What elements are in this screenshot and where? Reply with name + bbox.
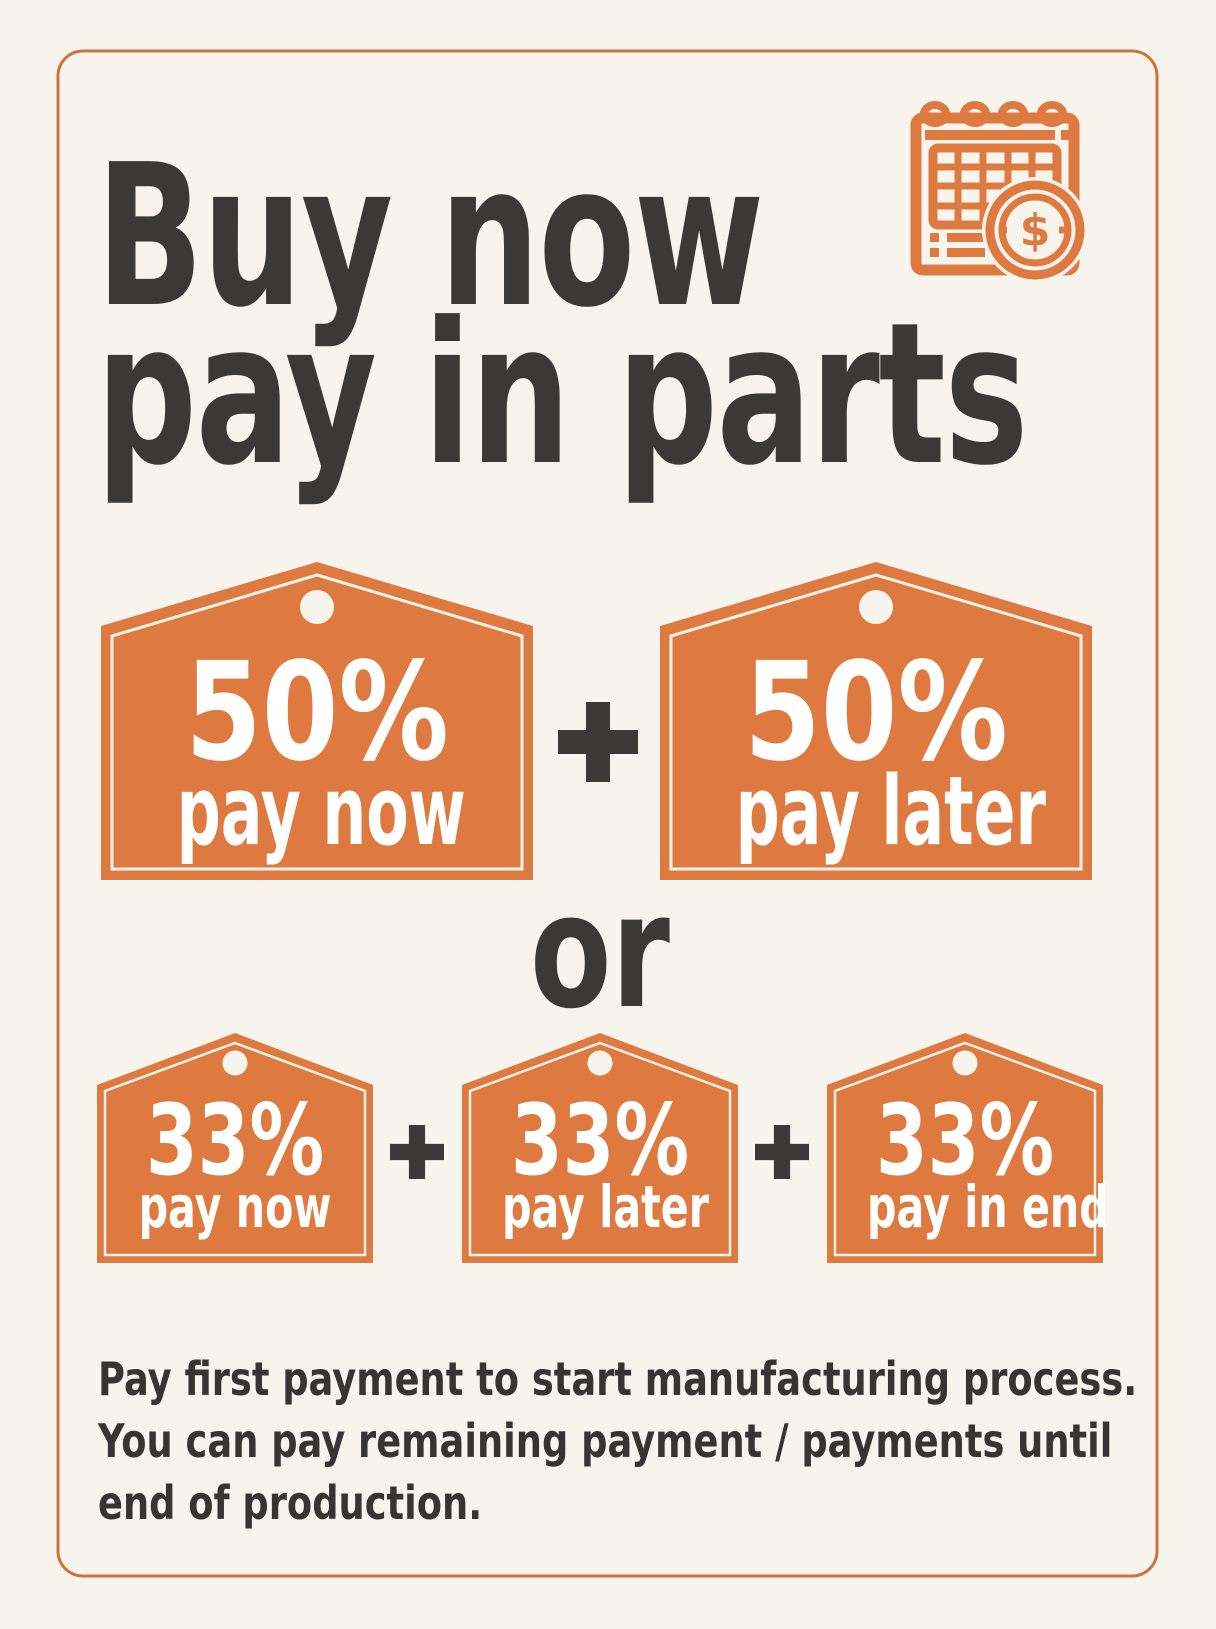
tag-label: pay later xyxy=(735,757,1047,867)
footnote-line-1: Pay first payment to start manufacturing… xyxy=(98,1352,1138,1406)
tag-percent: 50% xyxy=(744,634,1008,792)
tag-hole xyxy=(587,1050,613,1076)
tag-label: pay now xyxy=(138,1173,332,1241)
tag-hole xyxy=(952,1050,978,1076)
plus-icon xyxy=(755,1125,809,1179)
plus-icon xyxy=(558,702,638,782)
tag-percent: 33% xyxy=(145,1084,325,1198)
tag-percent: 33% xyxy=(875,1084,1055,1198)
price-tag-33-pay-now: 33% pay now xyxy=(97,1033,373,1263)
footnote: Pay first payment to start manufacturing… xyxy=(98,1348,1137,1534)
page-title: Buy now pay in parts xyxy=(96,123,1028,509)
tag-percent: 50% xyxy=(185,634,449,792)
tag-label: pay now xyxy=(176,757,466,867)
or-separator: or xyxy=(530,860,670,1044)
price-tag-50-pay-later: 50% pay later xyxy=(660,562,1092,880)
dollar-sign: $ xyxy=(1020,205,1051,256)
tag-hole xyxy=(859,590,893,624)
footnote-line-2: You can pay remaining payment / payments… xyxy=(98,1414,1113,1468)
price-tag-33-pay-later: 33% pay later xyxy=(462,1033,738,1263)
title-line-1: Buy now xyxy=(96,123,764,351)
calendar-payment-icon: $ xyxy=(910,101,1088,283)
tag-hole xyxy=(300,590,334,624)
tag-label: pay later xyxy=(502,1173,710,1241)
footnote-line-3: end of production. xyxy=(98,1476,483,1530)
tag-hole xyxy=(222,1050,248,1076)
price-tag-50-pay-now: 50% pay now xyxy=(101,562,533,880)
tag-percent: 33% xyxy=(510,1084,690,1198)
title-line-2: pay in parts xyxy=(96,281,1028,509)
plus-icon xyxy=(390,1125,444,1179)
price-tag-33-pay-in-end: 33% pay in end xyxy=(827,1033,1109,1263)
tag-label: pay in end xyxy=(867,1173,1109,1241)
